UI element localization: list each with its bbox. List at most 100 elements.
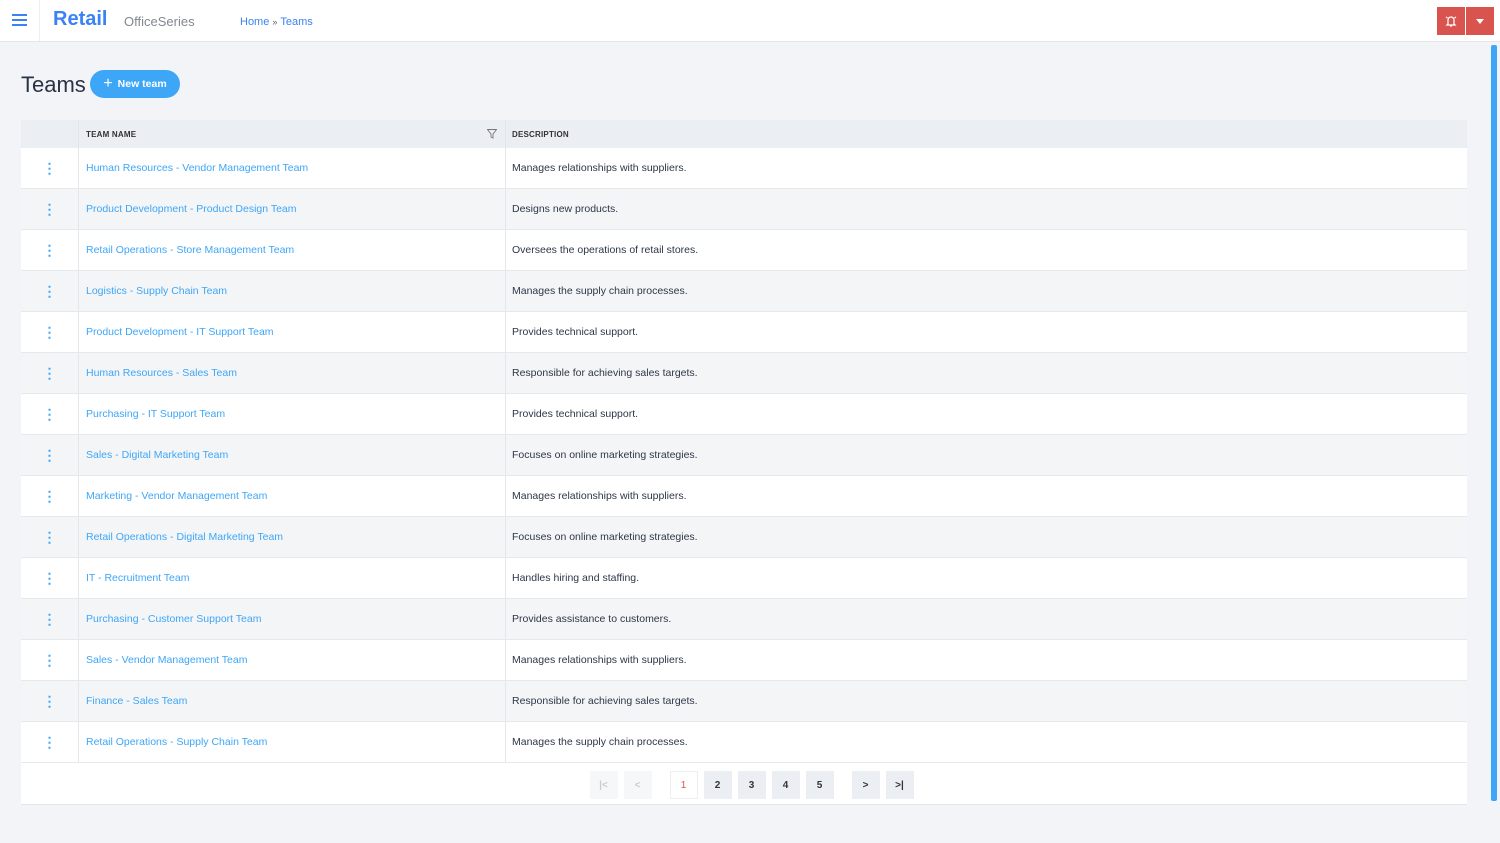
scrollbar[interactable]: [1491, 45, 1497, 801]
team-name-link[interactable]: Retail Operations - Digital Marketing Te…: [79, 517, 506, 557]
next-page-button[interactable]: >: [851, 771, 880, 799]
last-page-button[interactable]: >|: [885, 771, 914, 799]
table-row: ⋮ Retail Operations - Supply Chain Team …: [21, 722, 1467, 763]
column-header-team-name[interactable]: TEAM NAME: [79, 120, 506, 148]
more-vertical-icon[interactable]: ⋮: [42, 734, 57, 750]
more-vertical-icon[interactable]: ⋮: [42, 406, 57, 422]
row-actions-cell: ⋮: [21, 148, 79, 188]
team-name-link[interactable]: Purchasing - Customer Support Team: [79, 599, 506, 639]
page-1-button[interactable]: 1: [669, 771, 698, 799]
top-header: Retail OfficeSeries Home» Teams: [0, 0, 1500, 42]
table-row: ⋮ IT - Recruitment Team Handles hiring a…: [21, 558, 1467, 599]
page-4-button[interactable]: 4: [771, 771, 800, 799]
team-name-link[interactable]: IT - Recruitment Team: [79, 558, 506, 598]
more-vertical-icon[interactable]: ⋮: [42, 570, 57, 586]
team-description: Handles hiring and staffing.: [512, 572, 640, 584]
table-row: ⋮ Finance - Sales Team Responsible for a…: [21, 681, 1467, 722]
page-3-button[interactable]: 3: [737, 771, 766, 799]
prev-page-button[interactable]: <: [623, 771, 652, 799]
filter-icon[interactable]: [487, 129, 497, 139]
more-vertical-icon[interactable]: ⋮: [42, 242, 57, 258]
table-row: ⋮ Retail Operations - Digital Marketing …: [21, 517, 1467, 558]
team-description: Provides assistance to customers.: [512, 613, 672, 625]
row-actions-cell: ⋮: [21, 353, 79, 393]
team-name-link[interactable]: Product Development - IT Support Team: [79, 312, 506, 352]
plus-icon: +: [103, 75, 113, 92]
team-name-link[interactable]: Human Resources - Vendor Management Team: [79, 148, 506, 188]
new-team-button[interactable]: + New team: [90, 70, 180, 98]
row-actions-cell: ⋮: [21, 394, 79, 434]
team-name-link[interactable]: Purchasing - IT Support Team: [79, 394, 506, 434]
table-header: TEAM NAME DESCRIPTION: [21, 120, 1467, 148]
first-page-button[interactable]: |<: [589, 771, 618, 799]
team-description: Responsible for achieving sales targets.: [512, 695, 698, 707]
team-description: Provides technical support.: [512, 408, 639, 420]
more-vertical-icon[interactable]: ⋮: [42, 652, 57, 668]
more-vertical-icon[interactable]: ⋮: [42, 324, 57, 340]
team-name-link[interactable]: Product Development - Product Design Tea…: [79, 189, 506, 229]
more-vertical-icon[interactable]: ⋮: [42, 447, 57, 463]
more-vertical-icon[interactable]: ⋮: [42, 693, 57, 709]
page-5-button[interactable]: 5: [805, 771, 834, 799]
column-label: DESCRIPTION: [512, 129, 569, 139]
table-row: ⋮ Marketing - Vendor Management Team Man…: [21, 476, 1467, 517]
team-description: Manages relationships with suppliers.: [512, 654, 687, 666]
column-label: TEAM NAME: [86, 129, 137, 139]
table-row: ⋮ Product Development - Product Design T…: [21, 189, 1467, 230]
row-actions-cell: ⋮: [21, 230, 79, 270]
user-dropdown-button[interactable]: [1466, 7, 1494, 35]
team-description: Oversees the operations of retail stores…: [512, 244, 699, 256]
row-actions-cell: ⋮: [21, 271, 79, 311]
team-name-link[interactable]: Retail Operations - Store Management Tea…: [79, 230, 506, 270]
team-name-link[interactable]: Marketing - Vendor Management Team: [79, 476, 506, 516]
team-name-link[interactable]: Logistics - Supply Chain Team: [79, 271, 506, 311]
breadcrumb: Home» Teams: [240, 16, 313, 28]
team-description: Responsible for achieving sales targets.: [512, 367, 698, 379]
column-header-description[interactable]: DESCRIPTION: [506, 120, 1467, 148]
more-vertical-icon[interactable]: ⋮: [42, 488, 57, 504]
row-actions-cell: ⋮: [21, 722, 79, 762]
more-vertical-icon[interactable]: ⋮: [42, 201, 57, 217]
breadcrumb-separator: »: [272, 17, 278, 27]
team-description: Manages the supply chain processes.: [512, 736, 688, 748]
team-name-link[interactable]: Sales - Vendor Management Team: [79, 640, 506, 680]
more-vertical-icon[interactable]: ⋮: [42, 160, 57, 176]
table-row: ⋮ Retail Operations - Store Management T…: [21, 230, 1467, 271]
team-description: Manages the supply chain processes.: [512, 285, 688, 297]
row-actions-cell: ⋮: [21, 681, 79, 721]
table-row: ⋮ Sales - Digital Marketing Team Focuses…: [21, 435, 1467, 476]
notifications-button[interactable]: [1437, 7, 1465, 35]
table-row: ⋮ Human Resources - Vendor Management Te…: [21, 148, 1467, 189]
table-row: ⋮ Human Resources - Sales Team Responsib…: [21, 353, 1467, 394]
row-actions-cell: ⋮: [21, 558, 79, 598]
breadcrumb-home[interactable]: Home: [240, 16, 270, 28]
more-vertical-icon[interactable]: ⋮: [42, 365, 57, 381]
row-actions-cell: ⋮: [21, 640, 79, 680]
team-name-link[interactable]: Human Resources - Sales Team: [79, 353, 506, 393]
table-row: ⋮ Logistics - Supply Chain Team Manages …: [21, 271, 1467, 312]
team-name-link[interactable]: Sales - Digital Marketing Team: [79, 435, 506, 475]
divider: [39, 0, 40, 41]
row-actions-cell: ⋮: [21, 599, 79, 639]
more-vertical-icon[interactable]: ⋮: [42, 611, 57, 627]
more-vertical-icon[interactable]: ⋮: [42, 529, 57, 545]
row-actions-cell: ⋮: [21, 312, 79, 352]
table-row: ⋮ Sales - Vendor Management Team Manages…: [21, 640, 1467, 681]
team-name-link[interactable]: Finance - Sales Team: [79, 681, 506, 721]
breadcrumb-teams[interactable]: Teams: [280, 16, 313, 28]
hamburger-menu-icon[interactable]: [12, 14, 27, 26]
row-actions-cell: ⋮: [21, 189, 79, 229]
team-description: Manages relationships with suppliers.: [512, 490, 687, 502]
page-2-button[interactable]: 2: [703, 771, 732, 799]
brand-logo[interactable]: Retail: [53, 8, 108, 30]
team-name-link[interactable]: Retail Operations - Supply Chain Team: [79, 722, 506, 762]
more-vertical-icon[interactable]: ⋮: [42, 283, 57, 299]
row-actions-cell: ⋮: [21, 517, 79, 557]
pagination: |< < 1 2 3 4 5 > >|: [21, 771, 1467, 799]
row-actions-cell: ⋮: [21, 476, 79, 516]
team-description: Focuses on online marketing strategies.: [512, 449, 698, 461]
page-title: Teams: [21, 72, 86, 97]
team-description: Manages relationships with suppliers.: [512, 162, 687, 174]
row-actions-cell: ⋮: [21, 435, 79, 475]
team-description: Focuses on online marketing strategies.: [512, 531, 698, 543]
